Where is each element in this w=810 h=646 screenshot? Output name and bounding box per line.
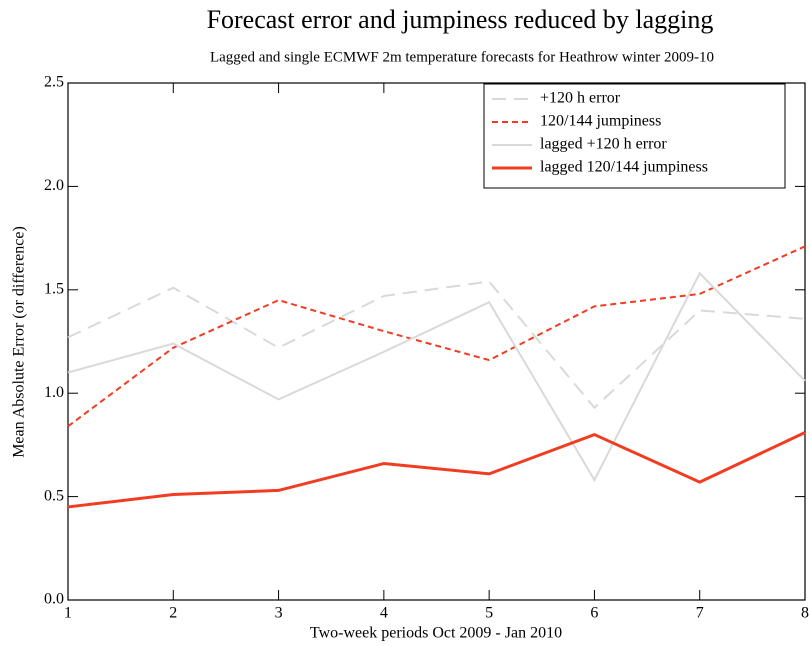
x-tick-label: 7 xyxy=(696,605,704,622)
y-tick-label: 0.5 xyxy=(44,487,64,504)
y-tick-label: 1.0 xyxy=(44,384,64,401)
x-tick-label: 3 xyxy=(275,605,283,622)
series-line xyxy=(67,245,806,428)
x-tick-label: 4 xyxy=(380,605,388,622)
y-tick-label: 2.5 xyxy=(44,74,64,91)
y-tick-label: 0.0 xyxy=(44,591,64,608)
x-tick-label: 2 xyxy=(169,605,177,622)
y-tick-label: 2.0 xyxy=(44,177,64,194)
chart-subtitle: Lagged and single ECMWF 2m temperature f… xyxy=(210,49,714,65)
plot-frame xyxy=(67,82,806,601)
legend-label: lagged 120/144 jumpiness xyxy=(540,159,708,176)
chart-title: Forecast error and jumpiness reduced by … xyxy=(207,5,714,34)
legend-box xyxy=(483,83,786,189)
legend-label: lagged +120 h error xyxy=(540,136,667,153)
x-tick-label: 6 xyxy=(590,605,598,622)
y-tick-label: 1.5 xyxy=(44,280,64,297)
series-line xyxy=(67,271,806,483)
legend-label: +120 h error xyxy=(540,90,621,107)
x-tick-label: 1 xyxy=(64,605,72,622)
y-axis-label: Mean Absolute Error (or difference) xyxy=(11,226,28,458)
series-line xyxy=(67,280,806,410)
series-line xyxy=(67,431,806,509)
x-tick-label: 5 xyxy=(485,605,493,622)
legend-label: 120/144 jumpiness xyxy=(540,113,661,130)
x-tick-label: 8 xyxy=(801,605,809,622)
x-axis-label: Two-week periods Oct 2009 - Jan 2010 xyxy=(310,625,562,642)
